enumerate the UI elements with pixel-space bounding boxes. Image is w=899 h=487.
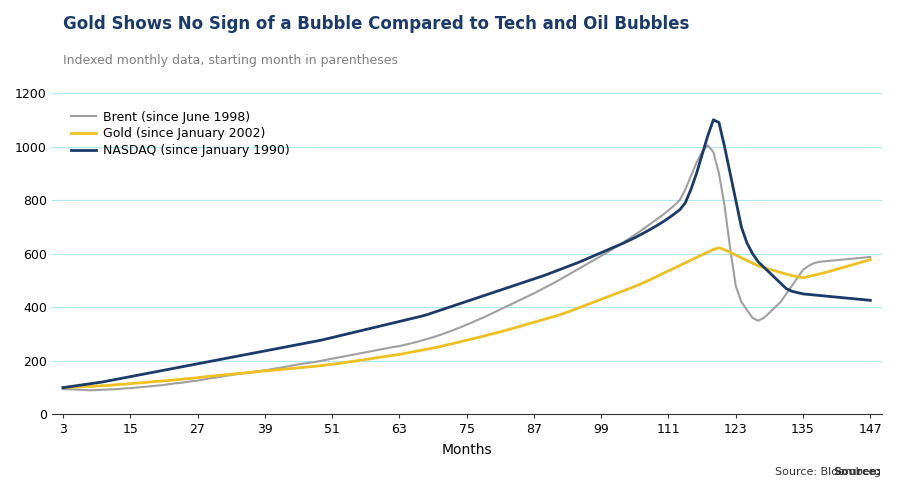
NASDAQ (since January 1990)	[97, 379, 108, 385]
NASDAQ (since January 1990)	[523, 278, 534, 284]
Gold (since January 2002)	[865, 257, 876, 262]
Line: Brent (since June 1998): Brent (since June 1998)	[63, 145, 870, 390]
Gold (since January 2002)	[523, 321, 534, 327]
NASDAQ (since January 1990)	[708, 117, 718, 123]
Text: Source:: Source:	[833, 467, 881, 477]
Text: Gold Shows No Sign of a Bubble Compared to Tech and Oil Bubbles: Gold Shows No Sign of a Bubble Compared …	[63, 15, 690, 33]
Gold (since January 2002)	[63, 384, 74, 390]
Brent (since June 1998)	[102, 387, 113, 393]
NASDAQ (since January 1990)	[63, 384, 74, 390]
NASDAQ (since January 1990)	[865, 298, 876, 303]
Brent (since June 1998)	[865, 254, 876, 260]
Gold (since January 2002)	[58, 385, 68, 391]
Text: Source: Bloomberg: Source: Bloomberg	[775, 467, 881, 477]
Brent (since June 1998)	[820, 258, 831, 264]
Brent (since June 1998)	[697, 149, 708, 155]
Gold (since January 2002)	[97, 383, 108, 389]
Gold (since January 2002)	[669, 265, 680, 271]
Text: Indexed monthly data, starting month in parentheses: Indexed monthly data, starting month in …	[63, 54, 398, 67]
Brent (since June 1998)	[85, 387, 96, 393]
NASDAQ (since January 1990)	[691, 170, 702, 176]
Line: NASDAQ (since January 1990): NASDAQ (since January 1990)	[63, 120, 870, 388]
NASDAQ (since January 1990)	[669, 211, 680, 217]
Gold (since January 2002)	[714, 245, 725, 251]
Brent (since June 1998)	[529, 290, 539, 296]
Brent (since June 1998)	[58, 386, 68, 392]
Gold (since January 2002)	[814, 271, 825, 277]
NASDAQ (since January 1990)	[814, 293, 825, 299]
Brent (since June 1998)	[63, 386, 74, 392]
Brent (since June 1998)	[674, 197, 685, 203]
Brent (since June 1998)	[702, 142, 713, 148]
Line: Gold (since January 2002): Gold (since January 2002)	[63, 248, 870, 388]
NASDAQ (since January 1990)	[58, 385, 68, 391]
Legend: Brent (since June 1998), Gold (since January 2002), NASDAQ (since January 1990): Brent (since June 1998), Gold (since Jan…	[67, 106, 294, 162]
X-axis label: Months: Months	[441, 443, 492, 457]
Gold (since January 2002)	[691, 255, 702, 261]
